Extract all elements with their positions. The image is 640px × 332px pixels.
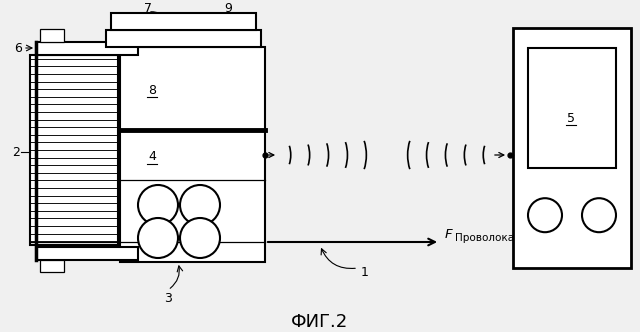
Text: 8: 8 — [148, 84, 156, 97]
Bar — [40, 29, 64, 42]
Circle shape — [180, 218, 220, 258]
Bar — [40, 260, 64, 272]
Text: 9: 9 — [224, 2, 232, 15]
Text: ФИГ.2: ФИГ.2 — [291, 313, 349, 331]
Text: 7: 7 — [144, 2, 152, 15]
Bar — [30, 55, 118, 245]
Bar — [120, 47, 265, 262]
Text: 5: 5 — [567, 112, 575, 124]
Text: 1: 1 — [361, 266, 369, 279]
Circle shape — [180, 185, 220, 225]
Text: 4: 4 — [148, 150, 156, 163]
Circle shape — [138, 218, 178, 258]
Text: F: F — [445, 228, 452, 241]
Bar — [528, 48, 616, 168]
Text: Проволока: Проволока — [455, 233, 514, 243]
Circle shape — [138, 185, 178, 225]
Text: 6: 6 — [14, 42, 22, 54]
Circle shape — [528, 198, 562, 232]
Bar — [36, 247, 138, 260]
Bar — [36, 42, 138, 55]
Bar — [513, 28, 631, 268]
Text: 3: 3 — [164, 291, 172, 304]
Bar — [111, 13, 256, 30]
Bar — [106, 30, 261, 47]
Text: 2: 2 — [12, 145, 20, 158]
Circle shape — [582, 198, 616, 232]
